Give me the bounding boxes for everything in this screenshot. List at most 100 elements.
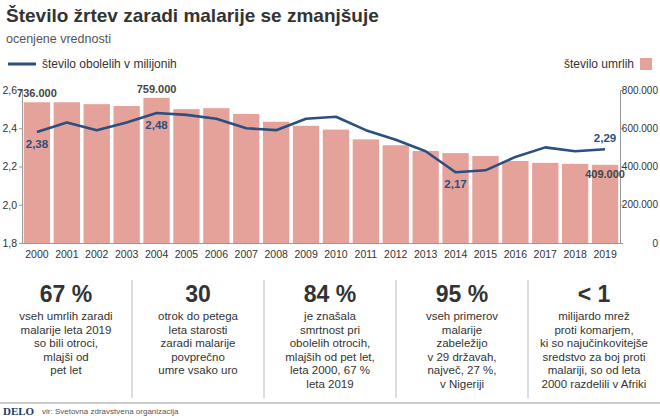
fact-text: smrtnost pri bbox=[300, 324, 360, 336]
data-label: 736.000 bbox=[17, 87, 57, 99]
tick-label: 200.000 bbox=[622, 199, 659, 210]
tick-mark bbox=[19, 243, 22, 244]
divider bbox=[264, 280, 265, 398]
tick-label: 2013 bbox=[414, 248, 438, 260]
axis-line bbox=[19, 91, 23, 244]
axis-line bbox=[23, 243, 621, 244]
bar bbox=[143, 98, 169, 243]
fact-text: leta 2019 bbox=[306, 378, 353, 390]
fact-text: leta 2000, 67 % bbox=[290, 364, 370, 376]
fact-text: malarije bbox=[442, 324, 482, 336]
bar bbox=[263, 122, 289, 243]
fact-value: < 1 bbox=[578, 281, 611, 307]
fact-text: mlajših od pet let, bbox=[285, 351, 375, 363]
y-axis: 1,8 2,0 2,2 2,4 2,6 bbox=[2, 84, 22, 249]
fact-text: malariji, so od leta bbox=[548, 364, 641, 376]
tick: 800.000 bbox=[620, 85, 658, 96]
tick-label: 1,8 bbox=[2, 237, 17, 249]
tick-label: 600.000 bbox=[622, 123, 659, 134]
tick-label: 2,4 bbox=[2, 122, 17, 134]
fact-text: vseh primerov bbox=[426, 310, 498, 322]
tick: 200.000 bbox=[620, 199, 658, 210]
bar bbox=[353, 139, 379, 243]
tick-label: 2009 bbox=[294, 248, 318, 260]
tick-label: 2018 bbox=[563, 248, 587, 260]
tick-label: 2019 bbox=[593, 248, 617, 260]
tick-label: 0 bbox=[652, 238, 658, 249]
fact-text: so bili otroci, bbox=[34, 337, 98, 349]
bar bbox=[203, 108, 229, 243]
data-label: 2,29 bbox=[594, 132, 616, 144]
tick-label: 2017 bbox=[534, 248, 558, 260]
tick: 2016 bbox=[504, 243, 528, 260]
tick-label: 2015 bbox=[474, 248, 498, 260]
tick-label: 2004 bbox=[145, 248, 169, 260]
tick-label: 2010 bbox=[324, 248, 348, 260]
bar bbox=[383, 145, 409, 243]
chart: Število žrtev zaradi malarije se zmanjšu… bbox=[0, 0, 660, 419]
fact-text: v Nigeriji bbox=[440, 378, 484, 390]
facts: 67 %vseh umrlih zaradimalarije leta 2019… bbox=[19, 280, 648, 398]
tick: 2008 bbox=[264, 243, 288, 260]
data-labels: 736.000759.000409.0002,382,482,172,29 bbox=[17, 83, 625, 190]
tick: 2004 bbox=[145, 243, 169, 260]
divider bbox=[396, 280, 397, 398]
fact-text: je znašala bbox=[303, 310, 356, 322]
fact-text: leta starosti bbox=[169, 324, 228, 336]
legend-swatch bbox=[640, 58, 652, 70]
fact-text: malarije leta 2019 bbox=[21, 324, 112, 336]
logo: DELO bbox=[3, 405, 35, 417]
tick-label: 800.000 bbox=[622, 85, 659, 96]
data-label: 409.000 bbox=[585, 168, 625, 180]
fact-text: zaradi malarije bbox=[161, 337, 236, 349]
bar bbox=[84, 104, 110, 243]
tick-label: 2007 bbox=[235, 248, 259, 260]
fact-text: vseh umrlih zaradi bbox=[19, 310, 112, 322]
tick: 2007 bbox=[235, 243, 259, 260]
bar bbox=[532, 163, 558, 243]
tick: 600.000 bbox=[620, 123, 658, 134]
fact-text: milijardo mrež bbox=[558, 310, 630, 322]
tick-label: 2011 bbox=[355, 248, 378, 260]
fact-text: obolelih otrocih, bbox=[290, 337, 371, 349]
tick: 0 bbox=[620, 238, 658, 249]
plot-area bbox=[24, 98, 618, 243]
fact-text: mlajši od bbox=[43, 351, 88, 363]
fact-text: v 29 državah, bbox=[427, 351, 496, 363]
fact-text: sredstvo za boj proti bbox=[543, 351, 646, 363]
tick: 2017 bbox=[534, 243, 558, 260]
tick-label: 2,2 bbox=[2, 160, 17, 172]
legend: število obolelih v milijonih število umrl… bbox=[8, 57, 652, 71]
fact-text: pet let bbox=[50, 364, 82, 376]
tick-label: 2012 bbox=[384, 248, 408, 260]
tick-label: 2002 bbox=[85, 248, 109, 260]
data-label: 2,17 bbox=[444, 178, 466, 190]
fact-text: 2000 razdelili v Afriki bbox=[542, 378, 647, 390]
fact-value: 95 % bbox=[436, 281, 488, 307]
tick: 2010 bbox=[324, 243, 348, 260]
fact-text: zabeležijo bbox=[436, 337, 487, 349]
tick: 2001 bbox=[55, 243, 79, 260]
subtitle: ocenjene vrednosti bbox=[6, 32, 111, 46]
fact-text: umre vsako uro bbox=[158, 364, 237, 376]
fact-text: proti komarjem, bbox=[554, 324, 633, 336]
tick: 2002 bbox=[85, 243, 109, 260]
legend-label: število umrlih bbox=[564, 57, 634, 71]
tick-label: 2003 bbox=[115, 248, 139, 260]
tick: 2014 bbox=[444, 243, 468, 260]
tick: 2,4 bbox=[2, 122, 22, 134]
line bbox=[37, 113, 605, 172]
legend-label: število obolelih v milijonih bbox=[42, 57, 177, 71]
tick-label: 2005 bbox=[175, 248, 199, 260]
data-label: 2,38 bbox=[26, 138, 49, 150]
fact-text: največ, 27 %, bbox=[427, 364, 496, 376]
tick-label: 2,0 bbox=[2, 199, 17, 211]
title: Število žrtev zaradi malarije se zmanjšu… bbox=[6, 5, 379, 26]
tick: 400.000 bbox=[620, 161, 658, 172]
tick: 2018 bbox=[563, 243, 587, 260]
tick-label: 400.000 bbox=[622, 161, 659, 172]
fact-value: 30 bbox=[185, 281, 211, 307]
tick-label: 2,6 bbox=[2, 84, 17, 96]
bar bbox=[323, 130, 349, 243]
tick-label: 2006 bbox=[205, 248, 229, 260]
